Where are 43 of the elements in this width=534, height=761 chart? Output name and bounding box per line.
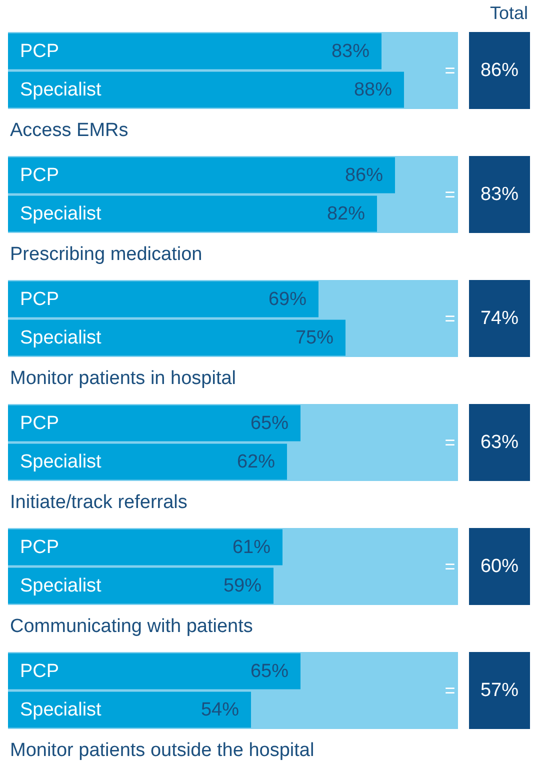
text: = [444, 432, 456, 452]
data-label: 86% [344, 164, 384, 186]
x-axis-title: Monitor patients outside the hospital [10, 740, 314, 761]
data-label: 75% [295, 327, 334, 348]
y-tick-label: Specialist [20, 79, 102, 100]
x-axis-title: Access EMRs [10, 120, 128, 141]
x-axis-title: Monitor patients in hospital [10, 368, 236, 389]
data-label: 62% [236, 451, 276, 472]
y-tick-label: Specialist [20, 575, 102, 596]
data-label: 59% [223, 575, 262, 596]
data-label: 65% [250, 660, 289, 682]
y-tick-label: Specialist [20, 203, 102, 224]
text: 74% [480, 308, 519, 329]
data-label: 83% [331, 40, 370, 62]
y-tick-label: Specialist [20, 451, 102, 472]
text: = [444, 680, 456, 700]
y-tick-label: PCP [20, 40, 60, 62]
y-tick-label: PCP [20, 164, 60, 186]
data-label: 61% [232, 536, 271, 558]
y-tick-label: PCP [20, 412, 60, 434]
text: = [444, 556, 456, 576]
text: 83% [480, 184, 519, 205]
text: 86% [480, 60, 519, 81]
y-tick-label: Specialist [20, 699, 102, 720]
text: 63% [480, 432, 519, 453]
data-label: 82% [326, 203, 366, 224]
y-tick-label: Specialist [20, 327, 102, 348]
text: 57% [480, 680, 519, 701]
x-axis-title: Initiate/track referrals [10, 492, 188, 513]
y-tick-label: PCP [20, 536, 60, 558]
text: 60% [480, 556, 519, 577]
data-label: 65% [250, 412, 289, 434]
x-axis-title: Communicating with patients [10, 616, 253, 637]
text: = [444, 60, 456, 80]
text: = [444, 184, 456, 204]
y-tick-label: PCP [20, 288, 60, 310]
data-label: 88% [354, 79, 392, 100]
data-label: 69% [268, 288, 307, 310]
data-label: 54% [200, 699, 240, 720]
text: = [444, 308, 456, 328]
y-tick-label: PCP [20, 660, 60, 682]
x-axis-title: Prescribing medication [10, 244, 202, 265]
text: Total [490, 3, 528, 23]
